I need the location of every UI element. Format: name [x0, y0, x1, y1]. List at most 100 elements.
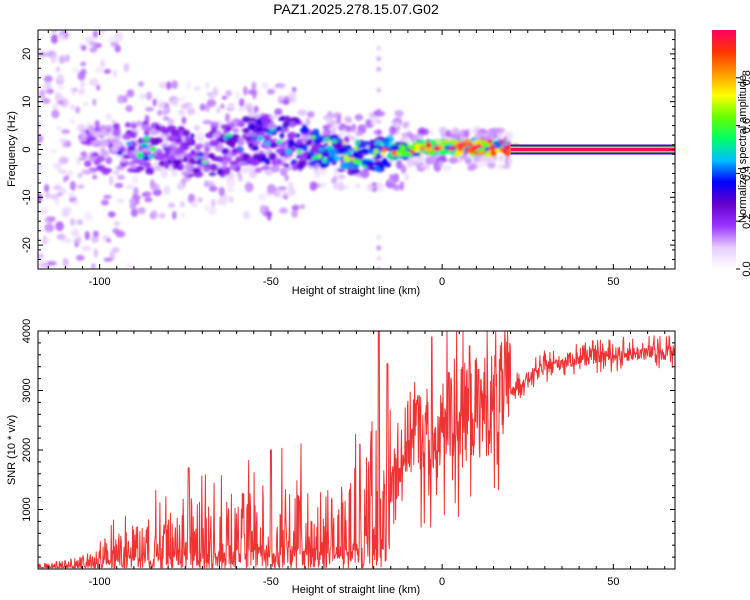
spectrogram-cell: [230, 134, 240, 139]
spectrogram-cell: [221, 148, 229, 155]
spectrogram-cell: [81, 131, 87, 139]
spectrogram-peak-cell: [251, 136, 258, 141]
spectrogram-cell: [401, 151, 412, 158]
spectrogram-cell: [76, 123, 86, 132]
spectrogram-cell: [70, 228, 80, 238]
spectrogram-cell: [175, 148, 185, 155]
spectrogram-peak-cell: [328, 158, 336, 163]
spectrogram-cell: [184, 135, 191, 144]
spectrogram-cell: [220, 103, 225, 110]
spectrogram-cell: [261, 82, 269, 90]
spectrogram-cell: [429, 155, 437, 164]
spectrogram-cell: [112, 69, 117, 78]
spectrogram-cell: [182, 129, 190, 137]
spectrogram-peak-cell: [414, 144, 421, 149]
spectrogram-cell: [390, 145, 400, 152]
spectrogram-cell: [280, 115, 286, 122]
spectrogram-cell: [408, 161, 418, 166]
spectrogram-cell: [314, 173, 319, 178]
spectrogram-cell: [110, 146, 119, 153]
spectrogram-cell: [178, 181, 185, 190]
spectrogram-cell: [100, 30, 106, 35]
spectrogram-cell: [291, 209, 298, 218]
spectrogram-peak-cell: [343, 157, 351, 163]
spectrogram-cell: [146, 169, 153, 174]
spectrogram-cell: [103, 68, 112, 74]
spectrogram-cell: [355, 131, 364, 137]
spectrogram-cell: [56, 100, 65, 105]
spectrogram-cell: [38, 253, 45, 259]
spectrogram-cell: [323, 142, 329, 147]
spectrogram-cell: [84, 160, 92, 167]
spectrogram-cell: [114, 182, 124, 189]
spectrogram-cell: [318, 168, 328, 173]
spectrogram-cell: [130, 164, 137, 169]
spectrogram-cell: [202, 120, 213, 125]
spectrogram-cell: [268, 152, 277, 161]
snr-plot-area: [38, 331, 675, 569]
spectrogram-cell: [270, 165, 280, 173]
spectrogram-peak-cell: [243, 128, 250, 134]
spectrogram-peak-cell: [194, 160, 203, 165]
spectrogram-peak-cell: [489, 146, 495, 152]
spectrogram-cell: [224, 113, 231, 123]
spectrogram-cell: [117, 198, 125, 204]
spectrogram-cell: [131, 174, 139, 185]
spectrogram-cell: [251, 81, 257, 91]
spectrogram-cell: [254, 167, 263, 173]
spectrogram-cell: [256, 127, 265, 132]
spectrogram-cell: [448, 156, 458, 164]
spectrogram-cell: [80, 151, 88, 157]
spectrogram-cell: [76, 219, 84, 226]
snr-panel: -100 -50 0 50 1000 2000 3000 4000 Height of str…: [6, 319, 676, 596]
spectrogram-peak-cell: [142, 136, 151, 141]
spectrogram-cell: [225, 125, 232, 132]
spectrogram-cell: [202, 166, 211, 173]
spectrogram-peak-cell: [333, 155, 342, 161]
spectrogram-cell: [61, 209, 70, 218]
spectrogram-cell: [88, 41, 98, 47]
spectrogram-cell: [135, 120, 143, 127]
colorbar-tick-label: 0.0: [741, 261, 750, 276]
spectrogram-cell: [186, 80, 191, 91]
spectrogram-cell: [82, 101, 89, 107]
spectrogram-cell: [87, 136, 96, 142]
spectrogram-cell: [322, 128, 331, 138]
spectrogram-peak-cell: [380, 152, 385, 157]
spectrogram-cell: [58, 156, 69, 165]
spectrogram-cell: [376, 108, 382, 114]
spectrogram-cell: [238, 173, 243, 182]
spectrogram-cell: [152, 98, 157, 107]
spectrogram-cell: [383, 139, 390, 147]
spectrogram-peak-cell: [505, 144, 512, 149]
spectrogram-cell: [300, 127, 309, 134]
spectrogram-cell: [130, 122, 138, 129]
spectrogram-cell: [275, 147, 286, 155]
spectrogram-cell: [278, 207, 289, 214]
spectrogram-cell: [150, 210, 158, 220]
spectrogram-cell: [76, 236, 82, 245]
spectrogram-peak-cell: [448, 146, 454, 152]
spectrogram-cell: [43, 82, 52, 90]
spectrogram-cell: [395, 159, 403, 170]
spectrogram-cell: [320, 152, 328, 158]
spectrogram-peak-cell: [420, 145, 425, 150]
spectrogram-cell: [184, 163, 194, 172]
spectrogram-cell: [209, 92, 215, 99]
spectrogram-cell: [368, 161, 376, 166]
spectrogram-peak-cell: [149, 146, 157, 152]
colorbar-label: Normalized spectral amplitude: [737, 75, 749, 223]
spectrogram-cell: [157, 82, 166, 88]
spectrogram-cell: [330, 125, 335, 133]
spectrogram-cell: [172, 165, 182, 170]
spectrogram-cell: [96, 84, 101, 91]
spectrogram-cell: [162, 116, 170, 121]
spectrogram-cell: [115, 31, 124, 42]
spectrogram-cell: [217, 156, 224, 163]
spectrogram-cell: [196, 143, 204, 149]
spectrogram-cell: [325, 116, 333, 125]
spectrogram-cell: [361, 140, 370, 146]
spectrogram-cell: [94, 120, 100, 129]
spectrogram-cell: [177, 109, 186, 117]
